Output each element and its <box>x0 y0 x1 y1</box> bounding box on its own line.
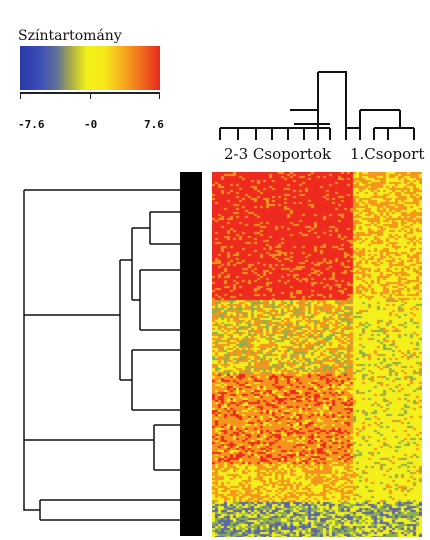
group-label-1: 1.Csoport <box>350 145 425 163</box>
tick-mark-min <box>20 94 21 99</box>
tick-mark-zero <box>90 94 91 99</box>
tick-label-zero: -0 <box>84 118 98 131</box>
expression-heatmap <box>212 172 422 537</box>
color-range-title: Színtartomány <box>18 28 122 44</box>
group-label-2-3: 2-3 Csoportok <box>224 145 332 163</box>
tick-label-min: -7.6 <box>18 118 45 131</box>
color-scale-bar <box>20 46 160 90</box>
color-scale-axis <box>20 92 160 94</box>
cluster-sidebar <box>180 172 202 536</box>
tick-mark-max <box>159 94 160 99</box>
tick-label-max: 7.6 <box>144 118 164 131</box>
